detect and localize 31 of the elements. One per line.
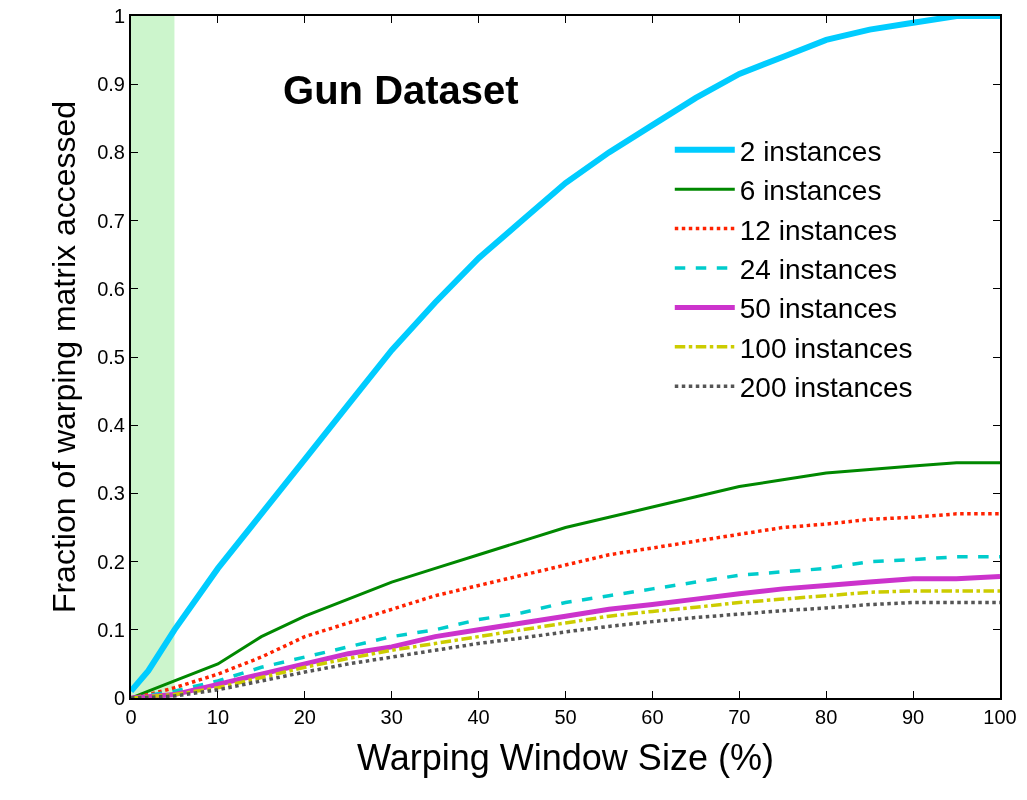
x-tick-label: 70 <box>728 706 751 728</box>
legend-label: 6 instances <box>739 175 882 207</box>
y-tick-label: 0.3 <box>97 482 125 505</box>
x-tick-label: 10 <box>206 706 230 728</box>
legend-label: 12 instances <box>739 214 897 246</box>
y-tick-label: 0.1 <box>97 618 125 641</box>
legend-label: 200 instances <box>739 372 913 404</box>
y-tick-label: 0.7 <box>97 209 125 232</box>
x-tick-label: 60 <box>641 706 664 728</box>
legend-label: 50 instances <box>739 293 897 325</box>
y-tick-label: 0.8 <box>97 141 125 164</box>
x-tick-label: 100 <box>983 706 1017 728</box>
y-tick-label: 0 <box>113 687 125 709</box>
legend-label: 24 instances <box>739 253 897 285</box>
y-tick-label: 1 <box>113 5 125 27</box>
y-tick-label: 0.2 <box>97 550 125 573</box>
x-tick-label: 20 <box>293 706 316 728</box>
y-tick-label: 0.4 <box>97 414 125 437</box>
y-tick-label: 0.5 <box>97 346 125 368</box>
x-tick-label: 90 <box>901 706 925 728</box>
legend-label: 100 instances <box>739 332 913 364</box>
x-tick-label: 30 <box>380 706 403 728</box>
x-axis-title: Warping Window Size (%) <box>357 737 774 779</box>
text: Gun Dataset <box>283 67 519 112</box>
y-tick-label: 0.9 <box>97 73 125 96</box>
y-tick-label: 0.6 <box>97 277 125 300</box>
legend-label: 2 instances <box>739 135 882 167</box>
x-tick-label: 80 <box>815 706 838 728</box>
x-tick-label: 40 <box>467 706 490 728</box>
y-axis-title: Fraction of warping matrix accessed <box>45 100 82 614</box>
x-tick-label: 50 <box>554 706 577 728</box>
